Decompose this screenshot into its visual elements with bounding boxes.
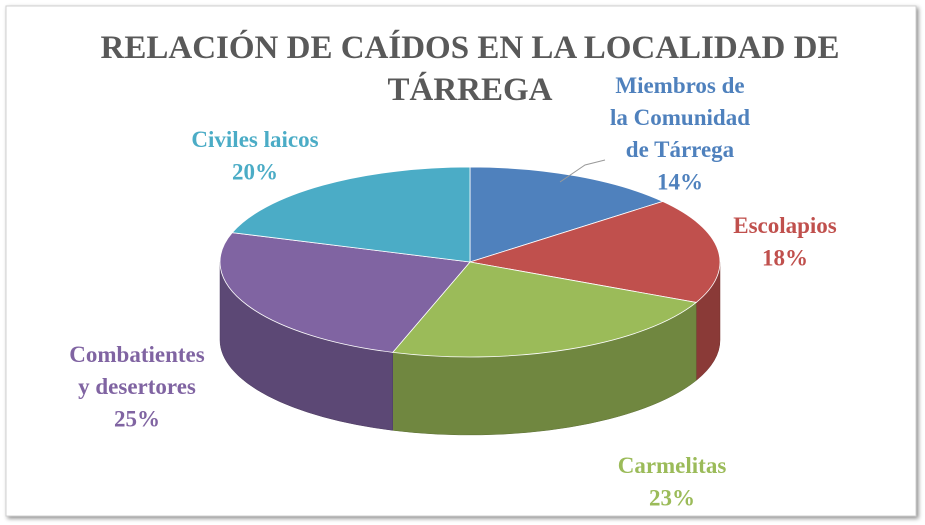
- pie-slice: [219, 232, 471, 353]
- category-label: Combatientes y desertores: [69, 342, 204, 399]
- pie-slice: [469, 201, 721, 303]
- value-label: 25%: [114, 406, 160, 431]
- chart-title: RELACIÓN DE CAÍDOS EN LA LOCALIDAD DE TÁR…: [101, 28, 840, 108]
- leader-line: [559, 159, 606, 183]
- pie-slice: [469, 166, 664, 263]
- pie-slice: [391, 261, 698, 358]
- pie-tops: [219, 166, 721, 358]
- value-label: 14%: [657, 169, 703, 194]
- category-label: Civiles laicos: [191, 127, 318, 152]
- value-label: 23%: [649, 485, 695, 510]
- value-label: 20%: [232, 159, 278, 184]
- pie-slice: [231, 166, 471, 263]
- category-label: Miembros de la Comunidad de Tárrega: [610, 73, 750, 162]
- value-label: 18%: [762, 245, 808, 270]
- category-label: Escolapios: [733, 213, 837, 238]
- category-label: Carmelitas: [618, 453, 727, 478]
